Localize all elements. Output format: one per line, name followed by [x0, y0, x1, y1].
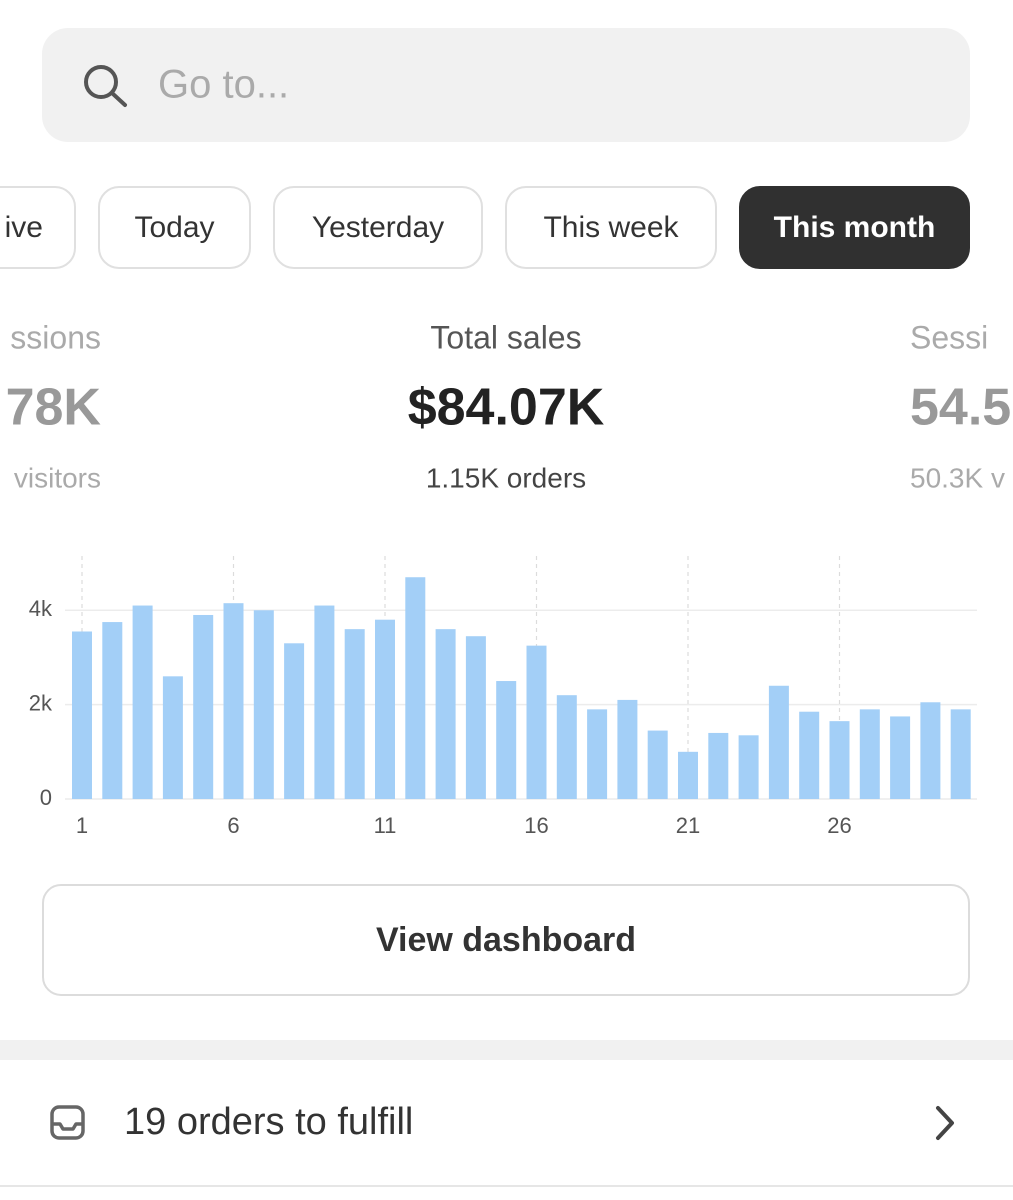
- task-label[interactable]: 19 orders to fulfill: [124, 1101, 413, 1143]
- filter-chip-label: Today: [134, 211, 214, 244]
- bar: [890, 716, 911, 799]
- filter-chip-label: Yesterday: [312, 211, 444, 244]
- section-divider: [0, 1040, 1013, 1060]
- filter-chip-label: This week: [543, 211, 679, 244]
- bar: [556, 695, 577, 799]
- bar: [496, 681, 517, 799]
- bar: [465, 636, 486, 799]
- filter-chip[interactable]: [273, 186, 483, 269]
- bar: [314, 605, 335, 799]
- bar: [526, 645, 547, 799]
- metric-value: 54.5: [910, 379, 1011, 437]
- bar: [162, 676, 183, 799]
- bar: [647, 730, 668, 799]
- bar: [435, 629, 456, 799]
- filter-chip[interactable]: [0, 186, 76, 269]
- y-tick-label: 2k: [29, 690, 53, 715]
- bar: [253, 610, 274, 799]
- y-tick-label: 4k: [29, 596, 53, 621]
- metric-label: Total sales: [430, 319, 581, 355]
- chevron: [936, 1106, 954, 1140]
- bar: [799, 711, 820, 799]
- x-tick-label: 16: [524, 813, 548, 838]
- filter-chip-label: This month: [774, 211, 936, 244]
- filter-chip-label: ive: [5, 211, 43, 244]
- x-tick-label: 11: [374, 813, 397, 838]
- bar: [738, 735, 759, 799]
- bar: [587, 709, 608, 799]
- metric-sub: 1.15K orders: [426, 462, 586, 493]
- metric-label: ssions: [10, 319, 101, 355]
- bar: [859, 709, 880, 799]
- search-bar[interactable]: [42, 28, 970, 142]
- date-filters: ive Today Yesterday This week This month: [0, 186, 970, 269]
- bar: [829, 721, 850, 799]
- search-icon: [84, 65, 127, 107]
- bar: [344, 629, 365, 799]
- filter-chip[interactable]: [505, 186, 717, 269]
- bar: [920, 702, 941, 799]
- search-placeholder: Go to...: [158, 63, 289, 107]
- bar: [375, 619, 395, 799]
- x-tick-label: 21: [676, 813, 700, 838]
- bar: [678, 751, 698, 799]
- bar: [132, 605, 153, 799]
- metric-value: $84.07K: [408, 379, 605, 437]
- bar: [193, 614, 214, 799]
- inbox-icon: [50, 1105, 85, 1140]
- metric-label: Sessi: [910, 319, 988, 355]
- bar: [102, 622, 123, 799]
- x-tick-label: 26: [827, 813, 851, 838]
- bar: [72, 631, 92, 799]
- bar: [284, 643, 305, 799]
- x-tick-label: 6: [227, 813, 239, 838]
- bar: [405, 577, 426, 799]
- y-tick-label: 0: [40, 785, 52, 810]
- filter-chip[interactable]: [98, 186, 251, 269]
- metric-value: 78K: [6, 379, 102, 437]
- button-label: View dashboard: [376, 921, 636, 959]
- bar: [223, 603, 244, 799]
- filter-chip[interactable]: [739, 186, 970, 269]
- bar: [708, 732, 729, 799]
- bar: [768, 685, 789, 799]
- bar: [617, 699, 638, 799]
- bar: [950, 709, 971, 799]
- x-tick-label: 1: [76, 813, 88, 838]
- metric-sub: 50.3K v: [910, 462, 1005, 493]
- metrics: ssions 78K visitors Total sales $84.07K 1.15K…: [6, 319, 1012, 493]
- view-dashboard-button[interactable]: [42, 884, 970, 996]
- metric-sub: visitors: [14, 462, 101, 493]
